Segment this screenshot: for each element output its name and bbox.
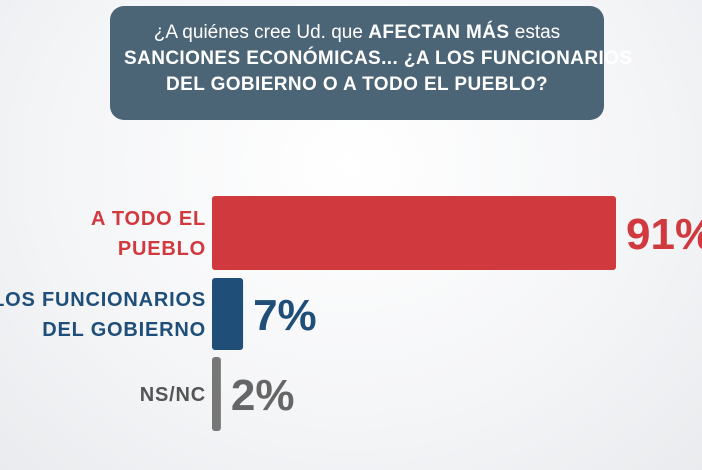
- category-label-2: NS/NC: [140, 384, 206, 406]
- category-label-0: A TODO EL PUEBLO: [91, 208, 206, 260]
- value-label-1: 7%: [253, 291, 317, 340]
- value-label-2: 2%: [231, 371, 295, 420]
- question-line-1: ¿A quiénes cree Ud. que AFECTAN MÁS esta…: [124, 20, 590, 46]
- value-label-0: 91%: [626, 210, 702, 259]
- question-line-1-post: estas: [509, 22, 561, 43]
- question-line-3: DEL GOBIERNO O A TODO EL PUEBLO?: [166, 74, 548, 95]
- question-line-2: SANCIONES ECONÓMICAS... ¿A LOS FUNCIONAR…: [124, 48, 633, 69]
- question-line-1-pre: ¿A quiénes cree Ud. que: [153, 22, 369, 43]
- bar-2: [212, 357, 221, 431]
- question-line-1-emphasis: AFECTAN MÁS: [368, 22, 510, 43]
- bar-0: [212, 196, 616, 270]
- question-box: ¿A quiénes cree Ud. que AFECTAN MÁS esta…: [110, 6, 633, 120]
- bar-1: [212, 278, 244, 350]
